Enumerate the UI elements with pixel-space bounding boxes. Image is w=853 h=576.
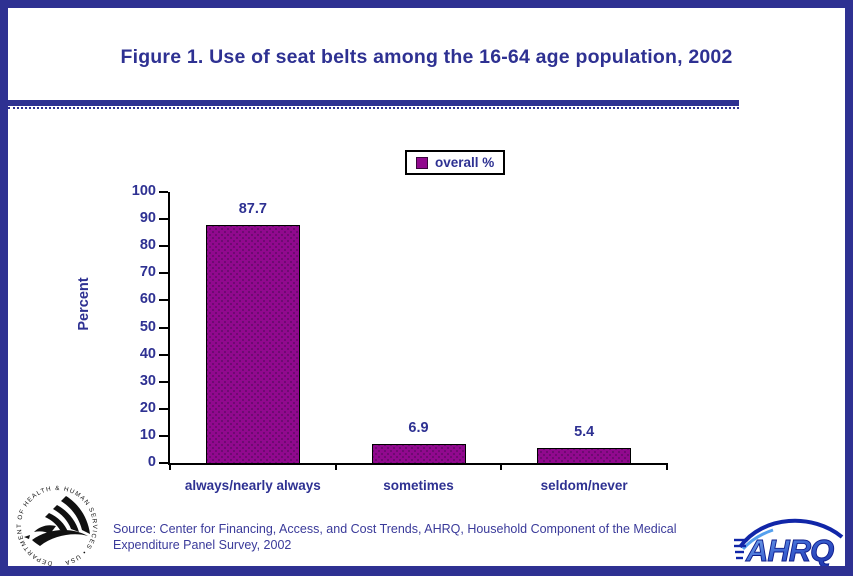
x-tick-mark: [666, 463, 668, 470]
y-tick-mark: [159, 434, 168, 437]
bar-value-label: 5.4: [574, 424, 595, 441]
y-tick-mark: [159, 326, 168, 329]
y-tick-mark: [159, 462, 168, 464]
legend: overall %: [405, 150, 506, 175]
y-tick-mark: [159, 353, 168, 356]
title-divider-bar: [8, 100, 739, 109]
bar: [205, 225, 300, 463]
y-tick-label: 60: [139, 291, 156, 308]
x-tick-mark: [334, 463, 337, 470]
legend-swatch: [416, 156, 428, 169]
figure-title: Figure 1. Use of seat belts among the 16…: [120, 46, 733, 68]
bar: [371, 444, 466, 463]
y-tick-label: 30: [139, 372, 156, 389]
y-tick-mark: [159, 407, 168, 410]
x-category-label: always/nearly always: [184, 478, 321, 493]
legend-label: overall %: [435, 155, 495, 170]
bar: [537, 448, 632, 463]
hhs-department-seal: DEPARTMENT OF HEALTH & HUMAN SERVICES • …: [16, 485, 97, 567]
x-category-label: seldom/never: [540, 478, 628, 493]
y-tick-label: 20: [139, 399, 156, 416]
y-tick-mark: [159, 272, 168, 275]
y-tick-label: 10: [139, 426, 156, 443]
x-tick-mark: [500, 463, 503, 470]
bar-value-label: 6.9: [408, 420, 429, 437]
x-tick-mark: [169, 463, 171, 470]
ahrq-logo: AHRQ: [733, 505, 845, 566]
plot-area: 0 10 20 30 40 50 60 70 80 90 100 87.7 always/nearly …: [132, 183, 668, 493]
y-axis-title: Percent: [76, 277, 92, 331]
y-tick-label: 100: [131, 183, 156, 199]
ahrq-logo-text: AHRQ: [745, 533, 834, 566]
source-line-2: Expenditure Panel Survey, 2002: [113, 538, 292, 552]
y-tick-label: 0: [147, 454, 156, 470]
y-tick-mark: [159, 245, 168, 248]
y-tick-label: 80: [139, 237, 156, 254]
y-tick-mark: [159, 380, 168, 383]
x-category-label: sometimes: [383, 478, 454, 493]
y-tick-label: 90: [139, 210, 156, 227]
y-tick-mark: [159, 299, 168, 302]
ahrq-speed-lines: [734, 538, 748, 560]
source-line-1: Source: Center for Financing, Access, an…: [113, 522, 677, 536]
source-note: Source: Center for Financing, Access, an…: [113, 521, 738, 553]
y-tick-label: 40: [139, 345, 156, 362]
eagle-icon: [24, 496, 90, 546]
bar-value-label: 87.7: [238, 201, 267, 218]
y-tick-label: 50: [139, 318, 156, 335]
y-tick-mark: [159, 218, 168, 221]
y-tick-label: 70: [139, 264, 156, 281]
y-tick-mark: [159, 191, 168, 193]
